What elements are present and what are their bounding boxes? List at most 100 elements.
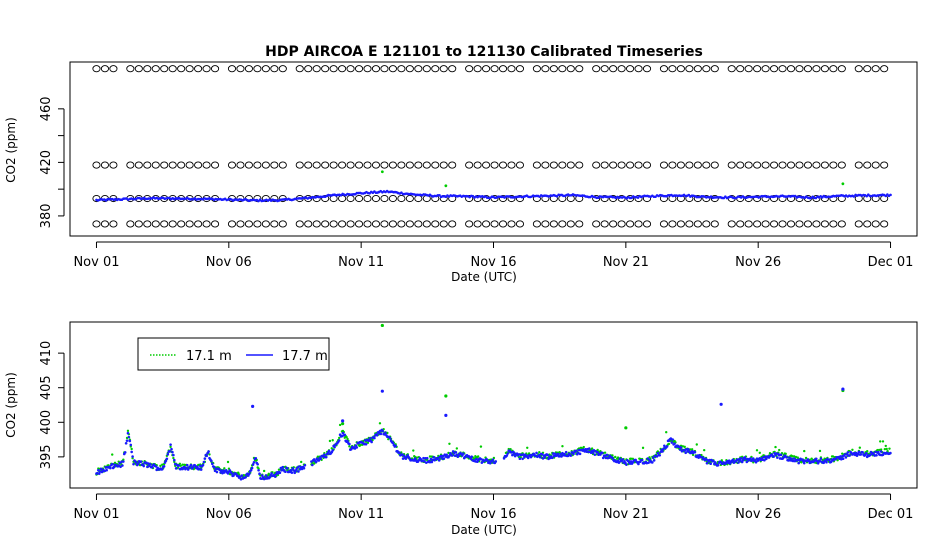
data-point	[655, 455, 659, 458]
calibration-point	[744, 161, 753, 169]
bottom-y-tick-label: 395	[39, 444, 54, 469]
data-point	[646, 457, 649, 460]
calibration-point	[380, 161, 389, 169]
calibration-point	[465, 194, 474, 203]
calibration-point	[92, 161, 101, 169]
calibration-point	[626, 161, 635, 169]
data-point	[154, 464, 158, 468]
calibration-point	[100, 161, 109, 169]
data-point	[448, 454, 451, 457]
calibration-point	[803, 65, 812, 73]
x-axis-top: Nov 01 Nov 06 Nov 11 Nov 16 Nov 21 Nov 26 Dec …	[73, 241, 913, 270]
calibration-point	[558, 65, 567, 73]
calibration-point	[710, 194, 719, 203]
calibration-point	[609, 65, 618, 73]
data-point	[258, 472, 261, 475]
calibration-point	[160, 220, 169, 228]
calibration-point	[397, 161, 406, 169]
outlier-point	[380, 323, 384, 328]
data-point	[375, 433, 379, 437]
data-point	[346, 440, 349, 443]
data-point	[378, 422, 382, 425]
calibration-point	[744, 65, 753, 73]
data-point	[126, 429, 130, 433]
data-point	[442, 457, 446, 460]
calibration-point	[676, 65, 685, 73]
calibration-point	[227, 220, 237, 228]
data-point	[511, 453, 514, 457]
data-point	[104, 465, 108, 469]
data-point	[865, 452, 868, 455]
data-point	[244, 475, 247, 479]
calibration-point	[422, 161, 431, 169]
data-point	[343, 433, 347, 437]
data-point	[122, 458, 125, 461]
calibration-point	[244, 65, 253, 73]
data-point	[582, 445, 585, 449]
calibration-point	[414, 161, 423, 169]
data-point	[727, 459, 731, 463]
calibration-point	[194, 161, 203, 169]
data-point	[129, 443, 133, 447]
data-point	[601, 456, 605, 460]
top-y-tick-label: 420	[39, 150, 54, 175]
calibration-point	[100, 220, 109, 228]
data-point	[362, 442, 366, 446]
calibration-point	[371, 194, 381, 203]
data-point	[172, 453, 175, 457]
data-point	[879, 448, 883, 451]
data-point	[712, 459, 715, 463]
data-point	[561, 445, 564, 448]
data-point	[355, 446, 359, 449]
calibration-point	[541, 220, 550, 228]
data-point	[398, 451, 401, 454]
calibration-point	[770, 65, 779, 73]
calibration-point	[227, 161, 237, 169]
data-point	[207, 450, 210, 453]
top-y-tick-label: 460	[39, 96, 54, 121]
data-point	[879, 450, 883, 453]
calibration-point	[473, 220, 482, 228]
data-point	[210, 459, 213, 463]
data-point	[839, 455, 842, 458]
data-point	[535, 451, 538, 455]
data-point	[470, 455, 473, 458]
outlier-point	[444, 394, 448, 398]
calibration-point	[482, 65, 491, 73]
calibration-point	[168, 220, 177, 228]
data-point	[191, 466, 195, 469]
data-point	[875, 453, 878, 457]
data-point	[790, 455, 794, 458]
data-point	[428, 455, 432, 458]
data-point	[150, 466, 154, 469]
calibration-point	[312, 161, 321, 169]
data-point	[341, 431, 345, 435]
calibration-point	[532, 220, 541, 228]
calibration-point	[795, 161, 804, 169]
data-point	[716, 463, 720, 467]
calibration-row-418	[92, 161, 889, 169]
calibration-point	[109, 65, 118, 73]
data-point	[412, 459, 416, 462]
calibration-point	[685, 65, 694, 73]
calibration-point	[829, 65, 838, 73]
data-point	[311, 463, 314, 467]
data-point	[776, 456, 779, 459]
data-point	[792, 455, 796, 458]
calibration-point	[414, 65, 423, 73]
data-point	[159, 464, 162, 468]
data-point	[866, 450, 869, 453]
data-point	[226, 460, 230, 464]
calibration-point	[405, 161, 414, 169]
calibration-point	[744, 220, 753, 228]
data-point	[230, 472, 234, 475]
data-point	[794, 455, 798, 459]
calibration-point	[304, 65, 313, 73]
calibration-point	[439, 65, 448, 73]
data-point	[858, 446, 862, 449]
data-point	[349, 447, 353, 451]
calibration-point	[812, 161, 821, 169]
calibration-point	[549, 220, 558, 228]
data-point	[611, 456, 614, 460]
calibration-point	[642, 161, 652, 169]
